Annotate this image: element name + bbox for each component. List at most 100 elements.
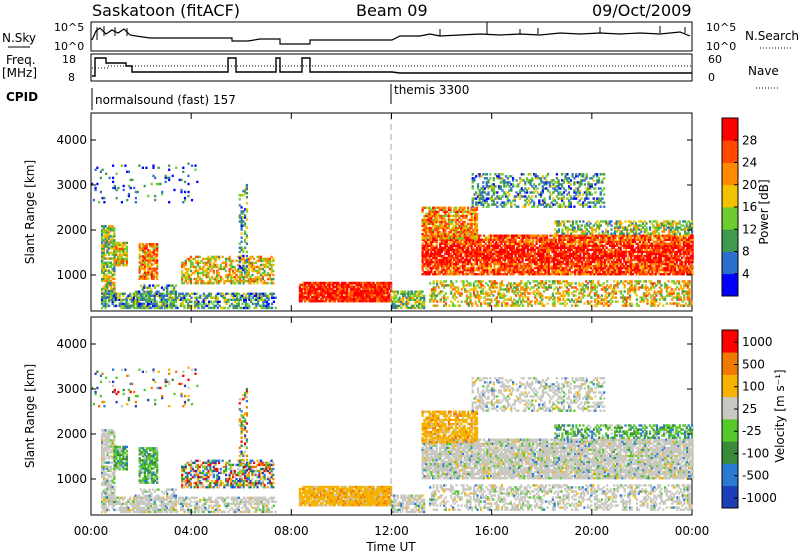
power-cell [258, 259, 261, 263]
power-cell [544, 240, 547, 243]
power-cell [631, 258, 635, 262]
power-cell [440, 224, 443, 228]
power-cell [631, 248, 635, 252]
power-cell [647, 264, 650, 268]
power-cell [553, 252, 556, 256]
power-cell [567, 250, 570, 254]
power-cell [129, 306, 132, 310]
power-cell [584, 273, 587, 276]
power-cell [628, 242, 631, 245]
power-cell [129, 298, 132, 301]
power-cell [667, 266, 670, 270]
power-cell [658, 248, 661, 252]
power-cell [156, 271, 159, 274]
power-cell [658, 234, 661, 237]
power-cell [430, 266, 433, 270]
power-cell [150, 267, 153, 270]
power-cell [640, 236, 643, 239]
power-cell [637, 266, 640, 270]
power-cell [617, 240, 621, 243]
power-cell [530, 236, 533, 239]
power-cell [113, 233, 116, 236]
power-cell [202, 306, 205, 310]
power-cell [111, 227, 114, 230]
power-cell [542, 260, 545, 264]
power-cell [516, 246, 519, 249]
power-cell [138, 247, 141, 250]
power-cell [390, 289, 393, 293]
power-cell [142, 251, 145, 254]
power-cell [260, 255, 263, 259]
power-cell [150, 292, 153, 295]
power-cell [484, 260, 487, 264]
power-cell [414, 302, 417, 306]
power-cell [674, 270, 677, 274]
power-cell [602, 244, 605, 247]
power-cell [691, 234, 694, 237]
power-cell [346, 300, 349, 303]
power-cell [220, 294, 223, 297]
power-cell [481, 240, 484, 243]
power-cell [312, 300, 316, 303]
power-cell [426, 218, 429, 222]
power-cell [169, 296, 172, 299]
power-cell [447, 266, 450, 270]
power-cell [586, 268, 589, 272]
power-cell [305, 293, 309, 297]
power-cell [425, 244, 428, 247]
power-cell [558, 268, 561, 272]
power-cell [642, 258, 645, 262]
power-cell [528, 256, 531, 260]
power-cell [574, 244, 577, 247]
power-cell [433, 228, 436, 232]
power-cell [145, 251, 148, 254]
power-cell [440, 214, 443, 218]
power-cell [193, 300, 197, 303]
power-cell [230, 298, 233, 301]
power-cell [495, 254, 498, 258]
power-cell [581, 266, 584, 270]
power-cell [101, 237, 104, 240]
power-cell [503, 268, 507, 272]
power-cell [432, 234, 435, 238]
power-cell [421, 246, 424, 249]
power-cell [623, 252, 626, 256]
power-cell [596, 258, 599, 262]
power-cell [146, 296, 149, 299]
power-cell [254, 261, 257, 265]
power-cell [260, 257, 263, 261]
power-cell [447, 256, 450, 260]
power-cell [507, 244, 510, 247]
power-cell [502, 256, 505, 260]
power-cell [684, 248, 687, 252]
power-cell [235, 277, 238, 281]
power-cell [686, 240, 689, 243]
power-cell [493, 234, 496, 237]
power-cell [496, 256, 500, 260]
power-cell [560, 264, 563, 268]
power-cell [226, 273, 229, 277]
power-cell [202, 273, 205, 277]
power-cell [449, 222, 452, 226]
power-cell [232, 306, 235, 310]
power-cell [596, 273, 599, 276]
power-cell [101, 247, 104, 250]
power-cell [139, 304, 142, 308]
power-cell [307, 300, 310, 303]
power-cell [593, 238, 596, 241]
power-cell [502, 252, 505, 256]
power-cell [354, 289, 358, 293]
power-cell [428, 256, 431, 260]
power-cell [665, 273, 668, 276]
power-cell [101, 259, 104, 262]
power-cell [554, 240, 557, 243]
power-cell [593, 258, 596, 262]
power-cell [356, 289, 359, 293]
power-cell [482, 248, 486, 252]
power-cell [525, 264, 528, 268]
power-cell [437, 234, 440, 238]
power-cell [439, 224, 442, 228]
power-cell [533, 270, 536, 274]
power-cell [495, 270, 498, 274]
power-cell [689, 260, 692, 264]
